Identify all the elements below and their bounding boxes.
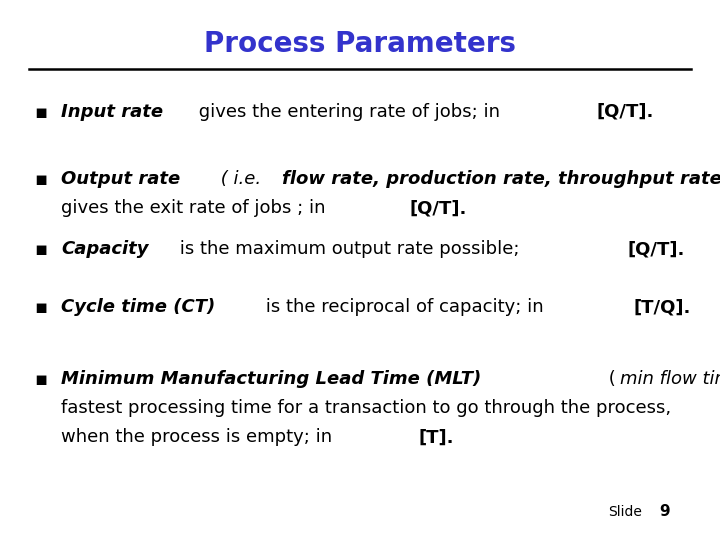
Text: Slide: Slide (608, 505, 642, 519)
Text: [T/Q].: [T/Q]. (634, 298, 691, 316)
Text: fastest processing time for a transaction to go through the process,: fastest processing time for a transactio… (61, 399, 671, 417)
Text: ▪: ▪ (35, 170, 48, 189)
Text: when the process is empty; in: when the process is empty; in (61, 428, 338, 447)
Text: flow rate, production rate, throughput rate: flow rate, production rate, throughput r… (282, 170, 720, 188)
Text: (: ( (603, 370, 616, 388)
Text: Minimum Manufacturing Lead Time (MLT): Minimum Manufacturing Lead Time (MLT) (61, 370, 482, 388)
Text: ▪: ▪ (35, 370, 48, 389)
Text: ▪: ▪ (35, 103, 48, 122)
Text: ▪: ▪ (35, 298, 48, 317)
Text: [Q/T].: [Q/T]. (410, 199, 467, 217)
Text: is the maximum output rate possible;: is the maximum output rate possible; (174, 240, 526, 258)
Text: 9: 9 (659, 504, 670, 519)
Text: Cycle time (CT): Cycle time (CT) (61, 298, 215, 316)
Text: ▪: ▪ (35, 240, 48, 259)
Text: is the reciprocal of capacity; in: is the reciprocal of capacity; in (260, 298, 549, 316)
Text: gives the entering rate of jobs; in: gives the entering rate of jobs; in (193, 103, 505, 120)
Text: Input rate: Input rate (61, 103, 163, 120)
Text: min flow time: min flow time (620, 370, 720, 388)
Text: [Q/T].: [Q/T]. (597, 103, 654, 120)
Text: ( i.e.: ( i.e. (215, 170, 267, 188)
Text: Output rate: Output rate (61, 170, 181, 188)
Text: [Q/T].: [Q/T]. (627, 240, 685, 258)
Text: [T].: [T]. (418, 428, 454, 447)
Text: Capacity: Capacity (61, 240, 149, 258)
Text: gives the exit rate of jobs ; in: gives the exit rate of jobs ; in (61, 199, 331, 217)
Text: Process Parameters: Process Parameters (204, 30, 516, 58)
